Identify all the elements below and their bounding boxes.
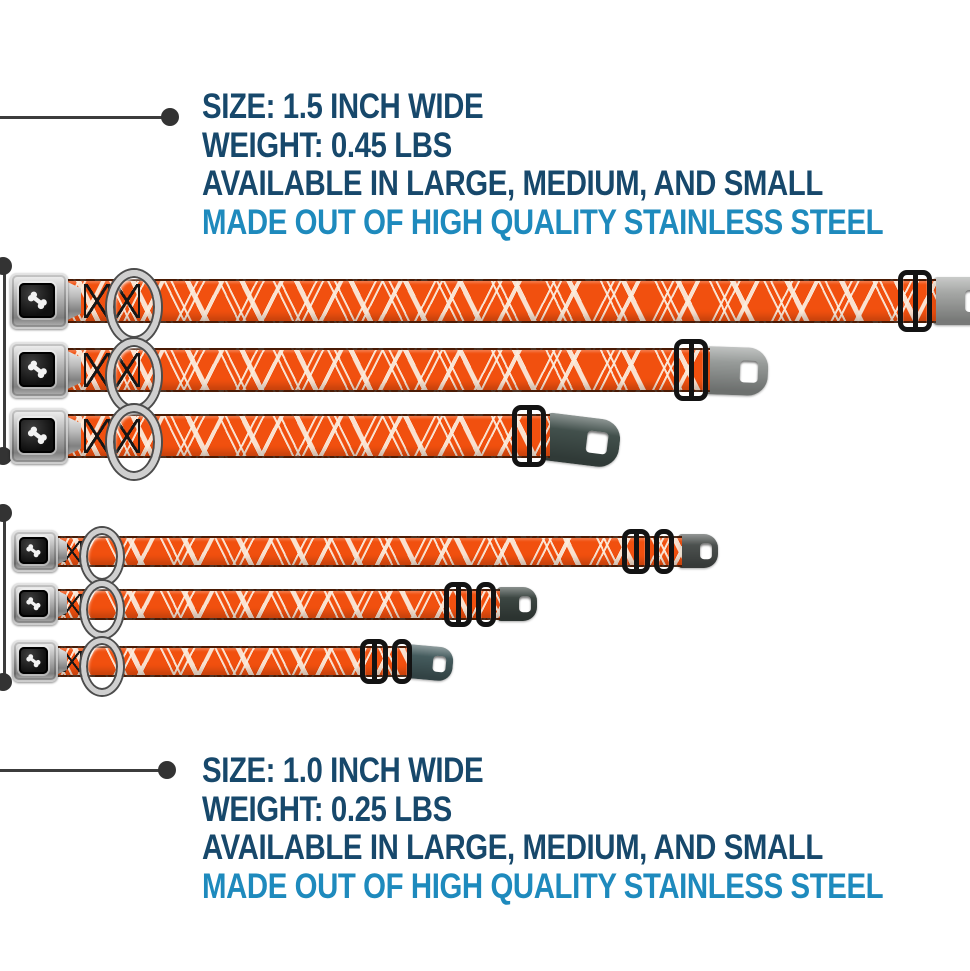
buckle-latch-neck [66, 350, 81, 390]
tongue-latch [678, 534, 718, 568]
seatbelt-buckle [12, 530, 58, 572]
buckle-latch-neck [56, 590, 67, 618]
tongue-hole [584, 430, 609, 455]
buckle-latch-neck [56, 537, 67, 565]
seatbelt-buckle [12, 640, 58, 682]
stitch-mark [84, 353, 110, 387]
seatbelt-buckle [10, 273, 68, 329]
bone-logo-icon [27, 360, 47, 379]
buckle-latch-neck [66, 416, 81, 456]
availability-text-1-5: AVAILABLE IN LARGE, MEDIUM, AND SMALL [202, 164, 823, 203]
collar-row-collars-1-5-inch-small [0, 386, 970, 486]
d-ring [107, 339, 161, 413]
stitch-mark [84, 419, 110, 453]
buckle-logo-face [19, 351, 56, 388]
tongue-latch [405, 644, 455, 682]
d-ring [81, 580, 123, 638]
collar-row-collars-1-5-inch-medium [0, 320, 970, 420]
tongue-latch [497, 587, 537, 621]
top-callout-dot [161, 108, 179, 126]
tongue-hole [739, 360, 759, 383]
d-ring [107, 405, 161, 479]
info-block-1-5-inch: SIZE: 1.5 INCH WIDE WEIGHT: 0.45 LBS AVA… [202, 87, 970, 242]
bone-logo-icon [26, 654, 41, 668]
buckle-logo-face [19, 647, 48, 674]
triglide-adjuster [898, 270, 932, 332]
buckle-logo-face [19, 537, 48, 564]
bone-logo-icon [27, 426, 47, 445]
tongue-hole [519, 596, 531, 612]
d-ring [107, 270, 161, 344]
bone-logo-icon [26, 597, 41, 611]
seatbelt-buckle [10, 342, 68, 398]
tongue-latch [932, 277, 970, 325]
top-callout-line [0, 116, 164, 119]
collar-row-collars-1-5-inch-large [0, 251, 970, 351]
triglide-adjuster [360, 638, 388, 684]
triglide-adjuster [444, 581, 472, 627]
bone-logo-icon [26, 544, 41, 558]
material-text-1-0: MADE OUT OF HIGH QUALITY STAINLESS STEEL [202, 866, 884, 906]
seatbelt-buckle [10, 408, 68, 464]
weight-text-1-0: WEIGHT: 0.25 LBS [202, 789, 452, 829]
triglide-adjuster [622, 528, 650, 574]
group-bracket-collars-1-0-inch [3, 513, 6, 682]
buckle-logo-face [19, 417, 56, 454]
group-bracket-collars-1-5-inch [3, 266, 6, 456]
weight-text-1-5: WEIGHT: 0.45 LBS [202, 125, 452, 165]
collar-strap [54, 535, 682, 567]
group-bracket-dot [0, 673, 12, 691]
group-bracket-dot [0, 504, 12, 522]
info-block-1-0-inch: SIZE: 1.0 INCH WIDE WEIGHT: 0.25 LBS AVA… [202, 751, 970, 906]
triglide-adjuster [512, 405, 546, 467]
collar-row-collars-1-0-inch-large [0, 501, 970, 601]
tongue-hole [700, 543, 712, 559]
d-ring [81, 527, 123, 585]
group-bracket-dot [0, 257, 12, 275]
buckle-logo-face [19, 590, 48, 617]
availability-text-1-0: AVAILABLE IN LARGE, MEDIUM, AND SMALL [202, 828, 823, 867]
bone-logo-icon [27, 291, 47, 310]
keeper-loop [654, 528, 674, 574]
tongue-hole [964, 289, 970, 313]
tongue-latch [703, 346, 769, 397]
tongue-latch [541, 412, 623, 470]
group-bracket-dot [0, 447, 12, 465]
collar-strap [64, 279, 936, 323]
keeper-loop [392, 638, 412, 684]
seatbelt-buckle [12, 583, 58, 625]
collar-strap [54, 588, 500, 620]
collar-row-collars-1-0-inch-small [0, 611, 970, 711]
triglide-adjuster [674, 339, 708, 401]
tongue-hole [431, 655, 447, 673]
buckle-logo-face [19, 282, 56, 319]
buckle-latch-neck [66, 281, 81, 321]
buckle-latch-neck [56, 647, 67, 675]
material-text-1-5: MADE OUT OF HIGH QUALITY STAINLESS STEEL [202, 202, 884, 242]
keeper-loop [476, 581, 496, 627]
bottom-callout-dot [158, 761, 176, 779]
stitch-mark [84, 284, 110, 318]
size-text-1-5: SIZE: 1.5 INCH WIDE [202, 87, 484, 126]
bottom-callout-line [0, 769, 161, 772]
collar-strap [64, 348, 710, 392]
collar-row-collars-1-0-inch-medium [0, 554, 970, 654]
d-ring [81, 637, 123, 695]
size-text-1-0: SIZE: 1.0 INCH WIDE [202, 751, 484, 790]
